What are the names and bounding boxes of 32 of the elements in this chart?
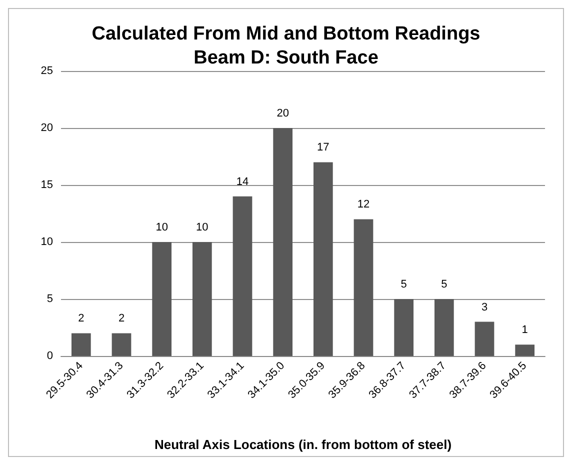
data-label: 10 bbox=[196, 222, 208, 234]
x-axis-title: Neutral Axis Locations (in. from bottom of steel) bbox=[154, 437, 452, 452]
bar bbox=[394, 299, 414, 356]
data-label: 14 bbox=[236, 176, 249, 188]
bar bbox=[152, 242, 172, 356]
chart-title: Calculated From Mid and Bottom Readings Beam D: South Face bbox=[92, 24, 480, 68]
bar bbox=[354, 219, 374, 356]
bar bbox=[515, 344, 535, 356]
bar bbox=[434, 299, 454, 356]
y-tick-label: 5 bbox=[46, 293, 53, 305]
bar bbox=[112, 333, 132, 356]
bar bbox=[192, 242, 212, 356]
y-tick-label: 10 bbox=[40, 236, 53, 248]
y-tick-label: 25 bbox=[40, 65, 53, 77]
y-tick-label: 0 bbox=[46, 350, 53, 362]
bar bbox=[474, 322, 494, 356]
data-label: 2 bbox=[78, 312, 84, 325]
bar bbox=[71, 333, 91, 356]
data-label: 1 bbox=[522, 324, 528, 336]
y-tick-label: 20 bbox=[40, 122, 53, 134]
bar bbox=[273, 128, 293, 356]
data-label: 20 bbox=[276, 108, 289, 120]
bar bbox=[313, 162, 333, 356]
data-label: 3 bbox=[481, 301, 488, 314]
data-label: 17 bbox=[317, 142, 330, 154]
data-label: 5 bbox=[441, 278, 448, 290]
data-label: 12 bbox=[357, 198, 370, 211]
y-tick-label: 15 bbox=[40, 179, 53, 191]
bar bbox=[232, 196, 252, 356]
data-label: 5 bbox=[400, 278, 407, 290]
data-label: 2 bbox=[118, 312, 125, 325]
data-label: 10 bbox=[156, 222, 168, 234]
